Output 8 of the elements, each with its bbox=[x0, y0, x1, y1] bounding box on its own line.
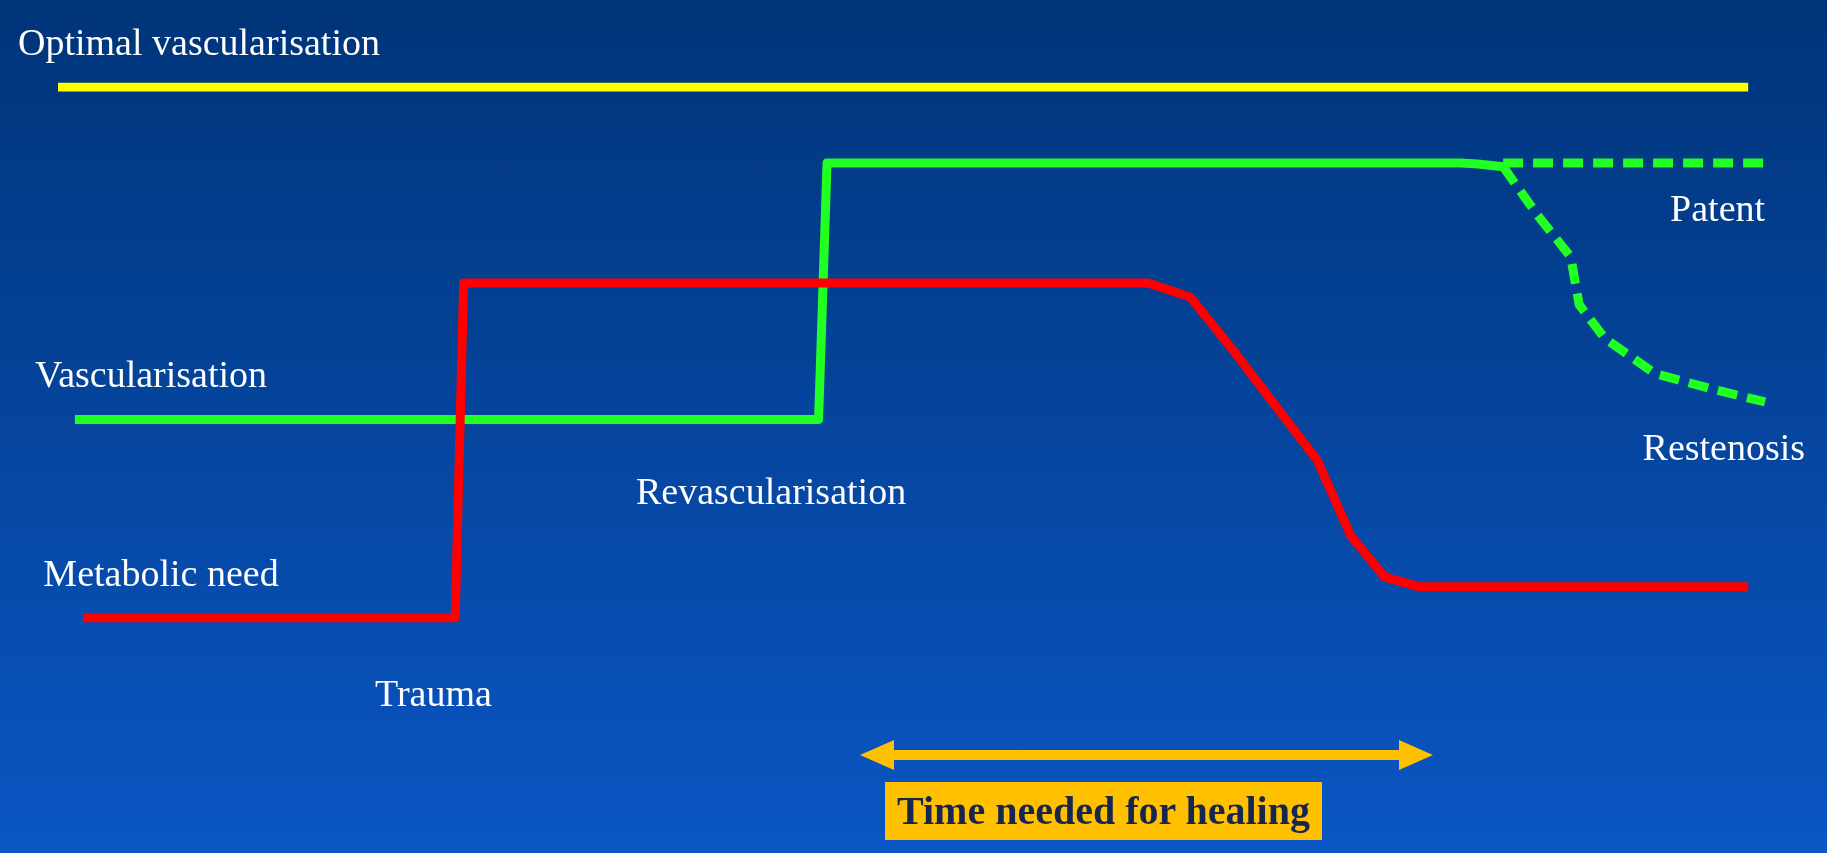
series-label: Patent bbox=[1670, 186, 1766, 229]
series-label: Metabolic need bbox=[43, 552, 279, 594]
series-label: Optimal vascularisation bbox=[18, 21, 380, 63]
text: Time needed for healing bbox=[885, 782, 1322, 840]
text: Trauma bbox=[375, 672, 492, 716]
series-label: Vascularisation bbox=[34, 353, 268, 396]
annotation: Revascularisation bbox=[636, 470, 907, 514]
series-label: Restenosis bbox=[1642, 425, 1806, 468]
